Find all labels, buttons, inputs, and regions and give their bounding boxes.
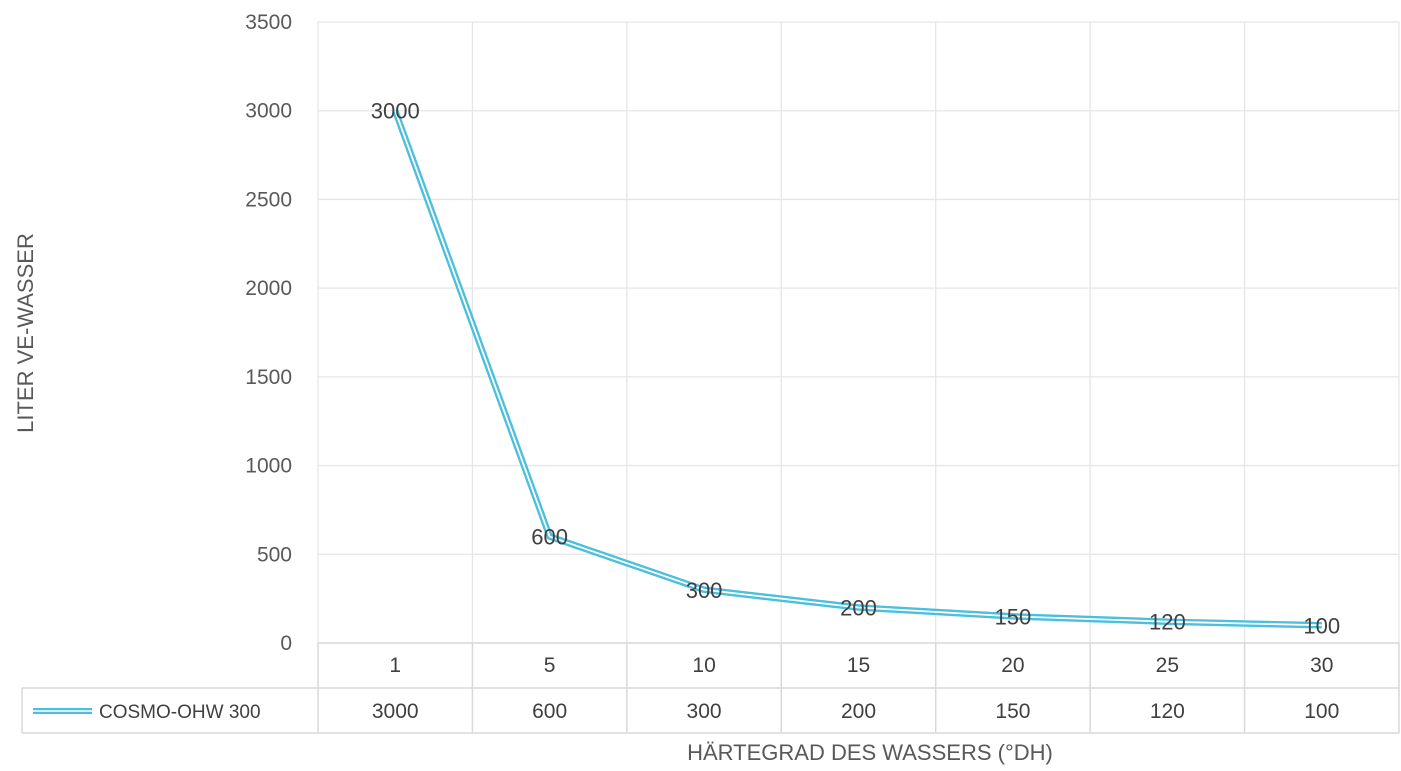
y-axis-label: LITER VE-WASSER [13,233,38,433]
data-label: 200 [840,596,877,621]
y-tick-label: 3500 [245,11,292,34]
x-tick-label: 1 [389,654,401,677]
x-tick-label: 15 [847,654,870,677]
x-tick-label: 10 [692,654,715,677]
series-line-center [394,110,1322,627]
data-label: 120 [1149,610,1186,635]
data-label: 600 [531,525,568,550]
x-tick-label: 25 [1156,654,1179,677]
y-tick-label: 1500 [245,366,292,389]
table-value-cell: 120 [1150,700,1185,723]
x-tick-label: 20 [1001,654,1024,677]
legend-series-name: COSMO-OHW 300 [99,702,261,723]
table-value-cell: 3000 [372,700,419,723]
table-value-cell: 200 [841,700,876,723]
table-value-cell: 600 [532,700,567,723]
data-labels: 3000 600 300 200 150 120 100 [371,99,1340,639]
table-value-cell: 100 [1304,700,1339,723]
y-tick-label: 500 [257,543,292,566]
y-tick-label: 0 [280,632,292,655]
series-lines [392,109,1322,629]
data-label: 100 [1303,613,1340,638]
data-label: 3000 [371,99,420,124]
y-axis-ticks: 0 500 1000 1500 2000 2500 3000 3500 [245,11,292,655]
x-axis-label: HÄRTEGRAD DES WASSERS (°DH) [687,740,1053,765]
table-value-cell: 150 [995,700,1030,723]
gridlines [317,21,1400,644]
y-tick-label: 2000 [245,277,292,300]
y-tick-label: 2500 [245,188,292,211]
data-label: 300 [686,578,723,603]
data-label: 150 [995,604,1032,629]
table-value-cell: 300 [687,700,722,723]
y-tick-label: 3000 [245,100,292,123]
x-tick-label: 5 [544,654,556,677]
y-tick-label: 1000 [245,455,292,478]
x-tick-label: 30 [1310,654,1333,677]
